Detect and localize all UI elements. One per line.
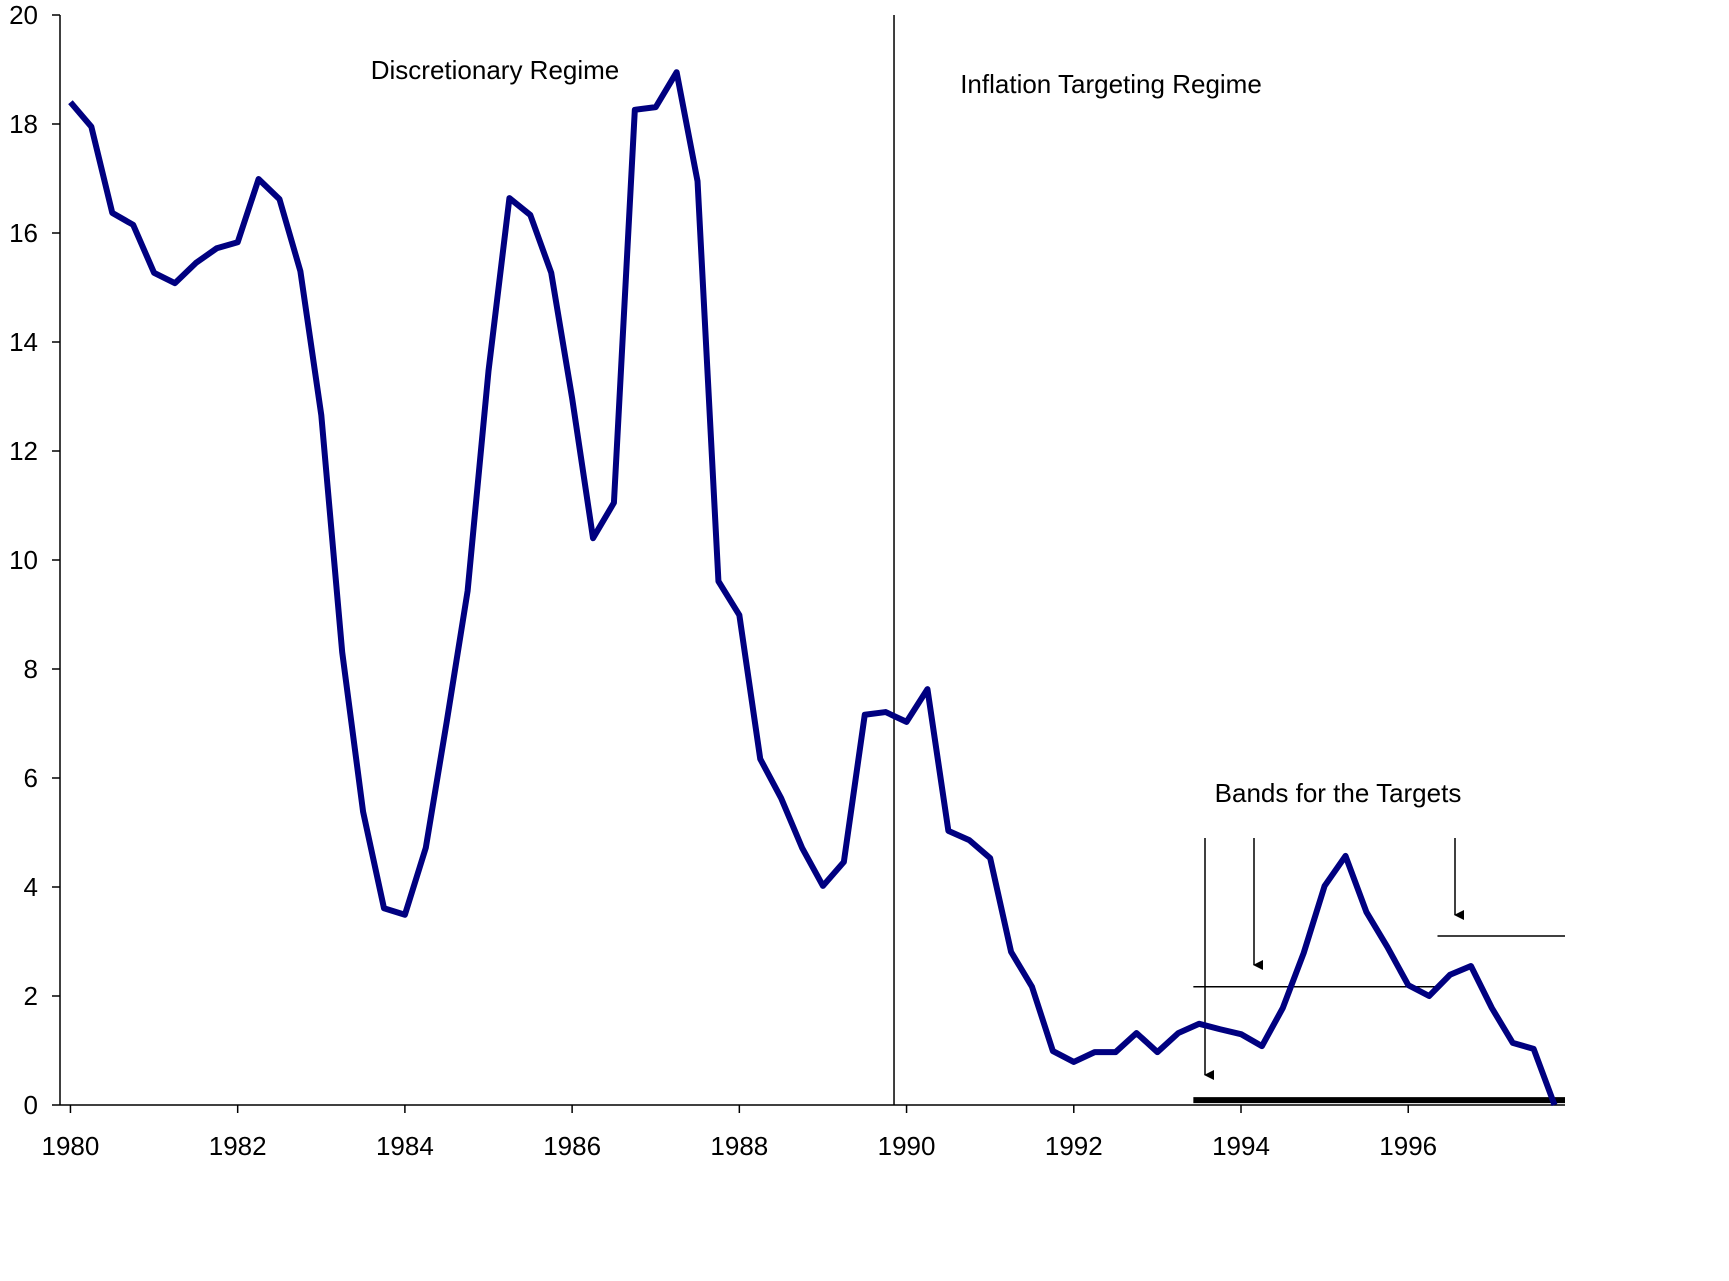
- y-tick-label: 18: [9, 109, 38, 139]
- x-tick-label: 1988: [710, 1131, 768, 1161]
- x-tick-label: 1990: [878, 1131, 936, 1161]
- y-tick-label: 10: [9, 545, 38, 575]
- y-tick-label: 14: [9, 327, 38, 357]
- y-tick-label: 4: [24, 872, 38, 902]
- annotation: Bands for the Targets: [1215, 778, 1462, 808]
- x-tick-label: 1982: [209, 1131, 267, 1161]
- x-tick-label: 1994: [1212, 1131, 1270, 1161]
- x-tick-label: 1996: [1379, 1131, 1437, 1161]
- x-tick-label: 1980: [42, 1131, 100, 1161]
- x-tick-label: 1986: [543, 1131, 601, 1161]
- y-tick-label: 0: [24, 1090, 38, 1120]
- data-line: [68, 69, 1558, 1107]
- y-tick-label: 20: [9, 0, 38, 30]
- y-tick-label: 8: [24, 654, 38, 684]
- y-tick-label: 2: [24, 981, 38, 1011]
- annotation: Discretionary Regime: [371, 55, 620, 85]
- x-tick-label: 1992: [1045, 1131, 1103, 1161]
- annotation: Inflation Targeting Regime: [960, 69, 1262, 99]
- y-tick-label: 12: [9, 436, 38, 466]
- y-tick-label: 6: [24, 763, 38, 793]
- x-tick-label: 1984: [376, 1131, 434, 1161]
- y-tick-label: 16: [9, 218, 38, 248]
